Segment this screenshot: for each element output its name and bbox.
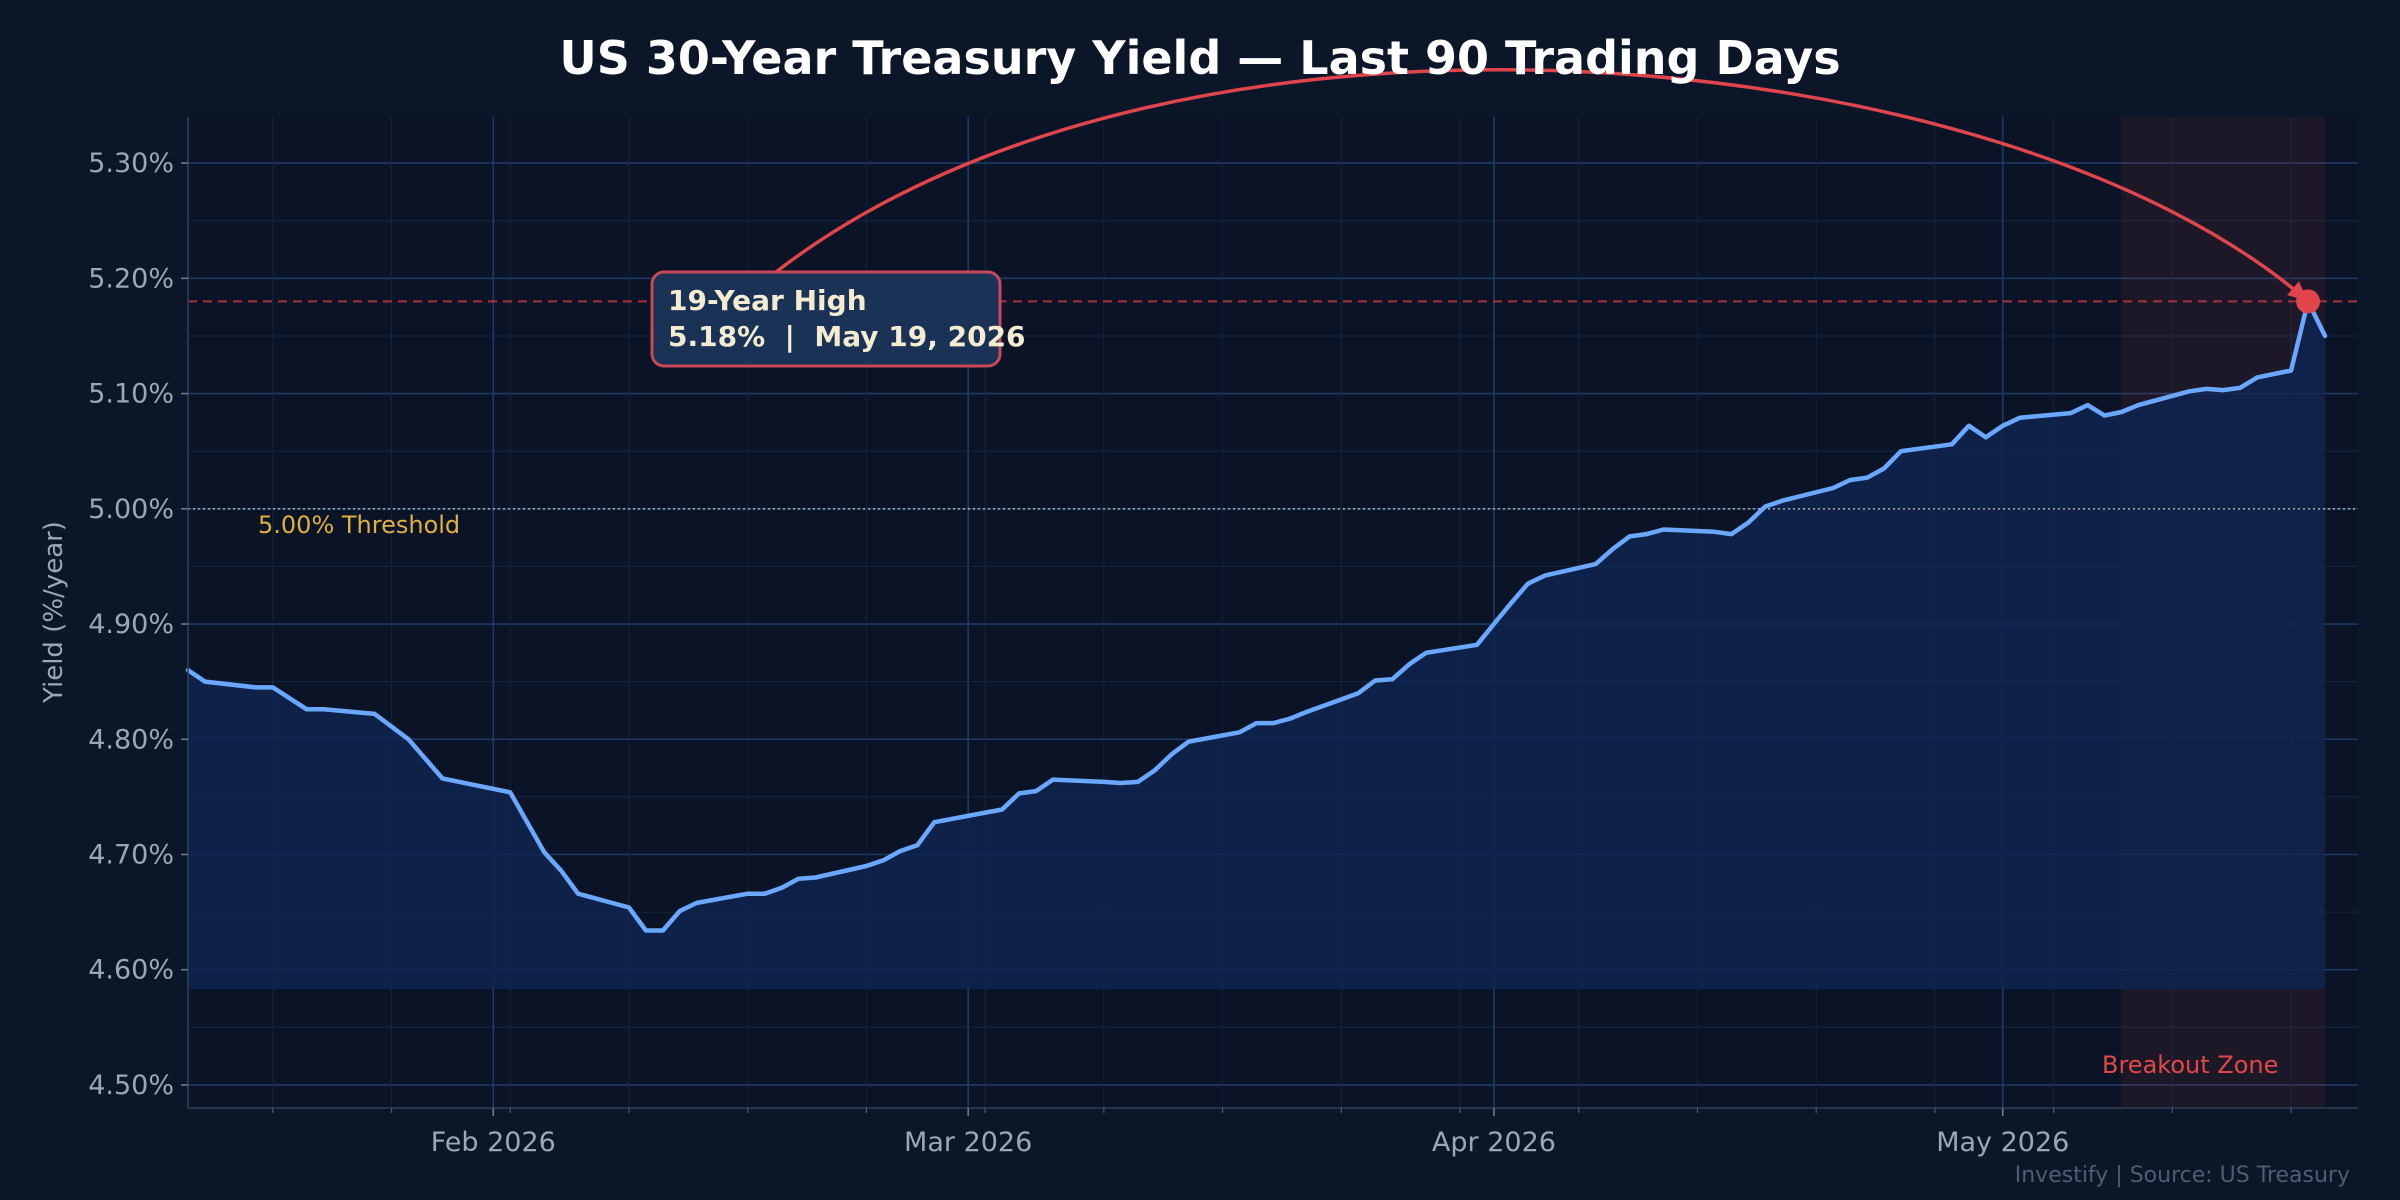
annotation-title: 19-Year High	[668, 284, 867, 317]
axes: 4.50% 4.60% 4.70% 4.80% 4.90% 5.00% 5.10% 5.20%…	[88, 117, 2358, 1158]
yield-line	[185, 299, 2328, 933]
chart-title: US 30-Year Treasury Yield — Last 90 Trad…	[559, 31, 1840, 85]
y-tick-label: 4.60%	[88, 955, 174, 986]
y-tick-label: 4.80%	[88, 724, 174, 755]
yield-area-fill	[188, 301, 2325, 990]
annotation-arrow	[774, 67, 2310, 303]
y-axis-label: Yield (%/year)	[39, 521, 69, 704]
x-tick-label: Feb 2026	[431, 1127, 556, 1158]
breakout-zone-label: Breakout Zone	[2102, 1051, 2278, 1079]
y-tick-label: 5.20%	[88, 263, 174, 294]
footer-credit: Investify | Source: US Treasury	[2015, 1163, 2350, 1188]
peak-marker	[2296, 289, 2321, 314]
y-tick-label: 5.00%	[88, 494, 174, 525]
annotation-value: 5.18% | May 19, 2026	[668, 320, 1026, 353]
x-tick-label: May 2026	[1936, 1127, 2069, 1158]
y-tick-label: 5.10%	[88, 379, 174, 410]
y-tick-label: 4.90%	[88, 609, 174, 640]
annotation-box	[650, 270, 1002, 368]
y-tick-label: 4.50%	[88, 1070, 174, 1101]
x-tick-label: Mar 2026	[904, 1127, 1032, 1158]
threshold-label: 5.00% Threshold	[258, 511, 460, 539]
y-tick-label: 4.70%	[88, 839, 174, 870]
x-tick-label: Apr 2026	[1432, 1127, 1556, 1158]
y-tick-label: 5.30%	[88, 148, 174, 179]
